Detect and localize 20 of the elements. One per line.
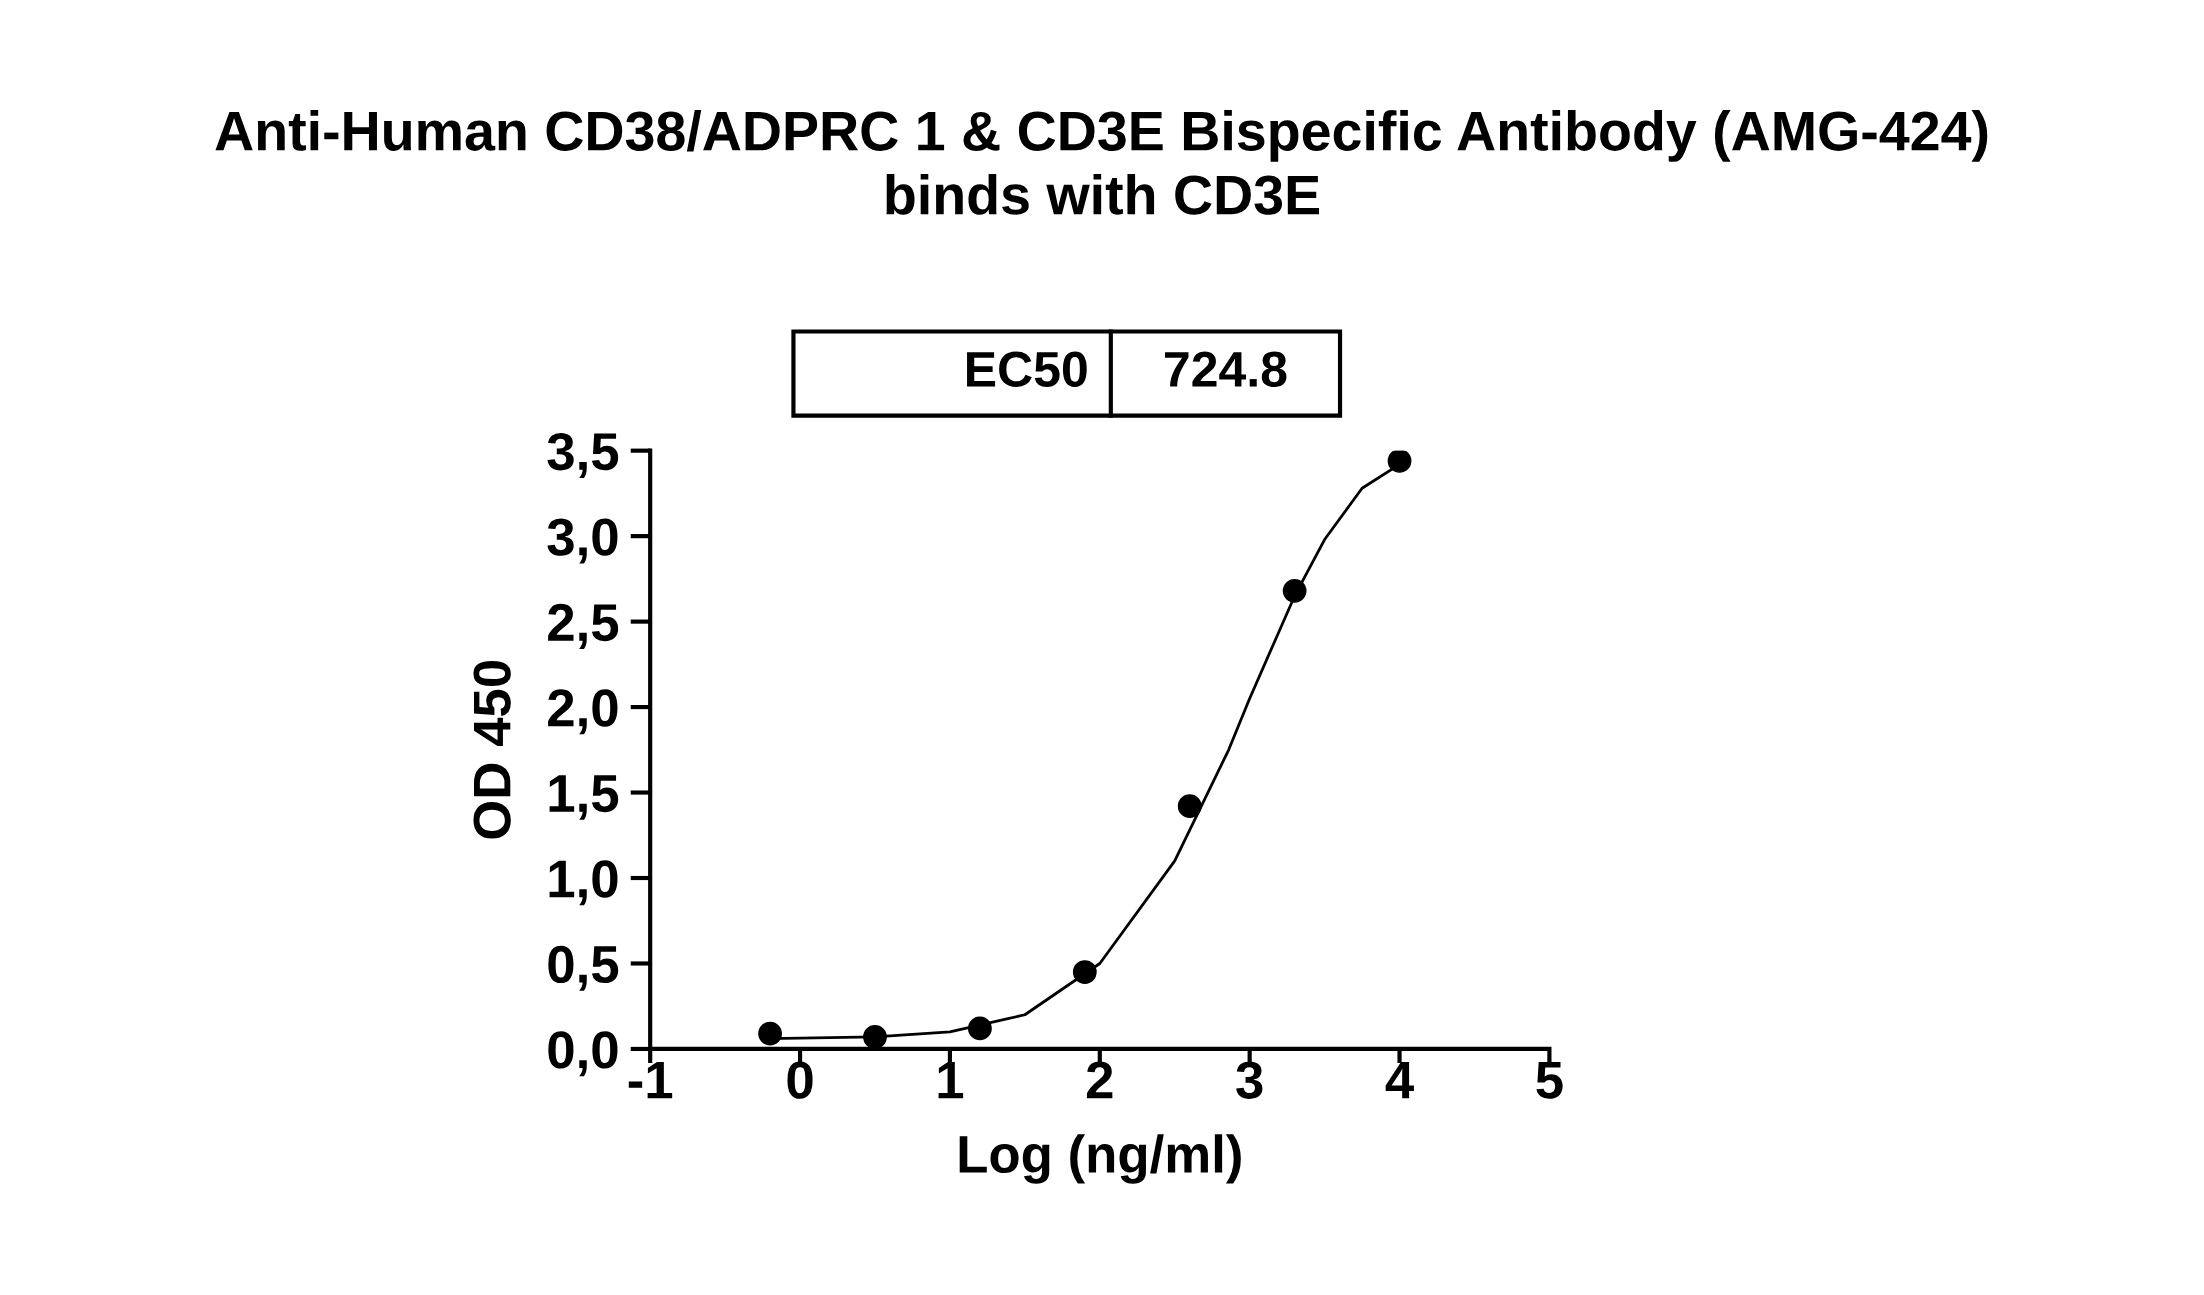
x-tick-label: 5 <box>1536 1062 1563 1099</box>
y-tick-label: 3,0 <box>547 518 618 564</box>
y-tick-label: 1,0 <box>549 860 618 906</box>
y-tick-label: 2,0 <box>548 689 618 735</box>
y-tick-label: 3,5 <box>547 432 619 478</box>
x-tick-label: 1 <box>938 1062 964 1099</box>
y-tick-label: 2,5 <box>548 603 619 649</box>
x-axis-title: Log (ng/ml) <box>959 1134 1241 1184</box>
x-tick-label: 4 <box>1385 1062 1414 1099</box>
text: EC50 <box>967 351 1087 388</box>
text: 724.8 <box>1165 351 1287 388</box>
y-axis-title: OD 450 <box>473 661 511 839</box>
x-tick-label: -1 <box>628 1062 673 1099</box>
x-tick-label: 0 <box>787 1061 813 1099</box>
chart-title: Anti-Human CD38/ADPRC 1 & CD3E Bispecific Antibody (AMG-424) binds with CD3E <box>215 110 1988 215</box>
y-tick-label: 0,5 <box>548 945 619 991</box>
y-tick-label: 1,5 <box>549 775 619 820</box>
x-tick-label: 2 <box>1086 1061 1113 1099</box>
y-tick-label: 0,0 <box>548 1031 618 1077</box>
x-tick-label: 3 <box>1236 1061 1263 1099</box>
